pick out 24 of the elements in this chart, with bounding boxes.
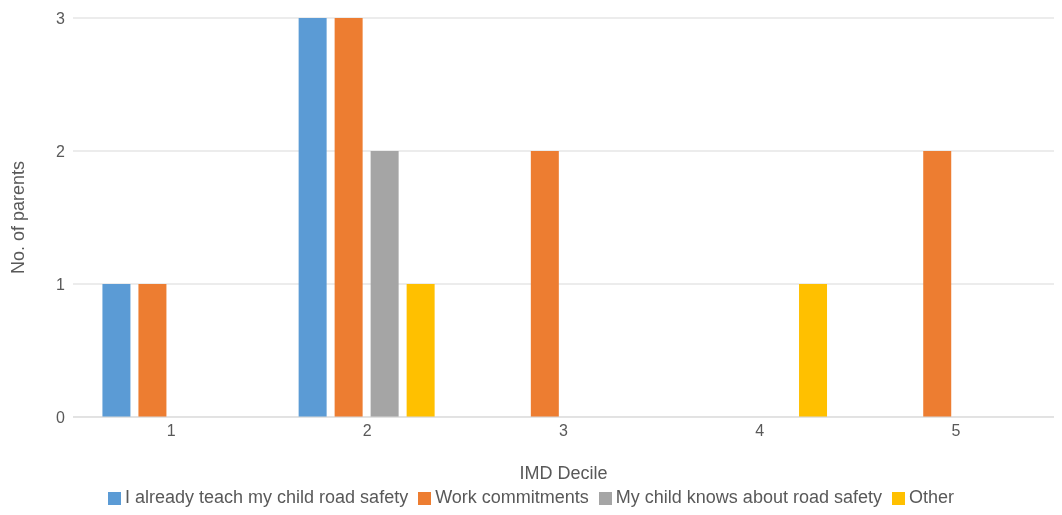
x-tick-label: 2: [362, 422, 372, 440]
x-tick-label: 4: [755, 422, 765, 440]
legend-label: Other: [908, 487, 954, 507]
bar: [799, 284, 828, 417]
y-axis-title: No. of parents: [8, 160, 29, 275]
bar: [102, 284, 131, 417]
bar: [406, 284, 435, 417]
legend-label: My child knows about road safety: [615, 487, 882, 507]
y-tick-label: 3: [56, 9, 66, 27]
y-tick-label: 1: [56, 275, 66, 293]
y-tick-label: 0: [56, 408, 66, 426]
bar: [370, 151, 399, 417]
bar: [530, 151, 559, 417]
x-axis-title: IMD Decile: [519, 463, 608, 483]
y-tick-label: 2: [56, 142, 66, 160]
legend-label: I already teach my child road safety: [125, 487, 409, 507]
legend-label: Work commitments: [435, 487, 589, 507]
x-tick-label: 1: [166, 422, 176, 440]
bar: [138, 284, 167, 417]
x-tick-label: 3: [559, 422, 569, 440]
bar: [298, 18, 327, 417]
x-tick-label: 5: [951, 422, 961, 440]
bar: [334, 18, 363, 417]
bar: [923, 151, 952, 417]
